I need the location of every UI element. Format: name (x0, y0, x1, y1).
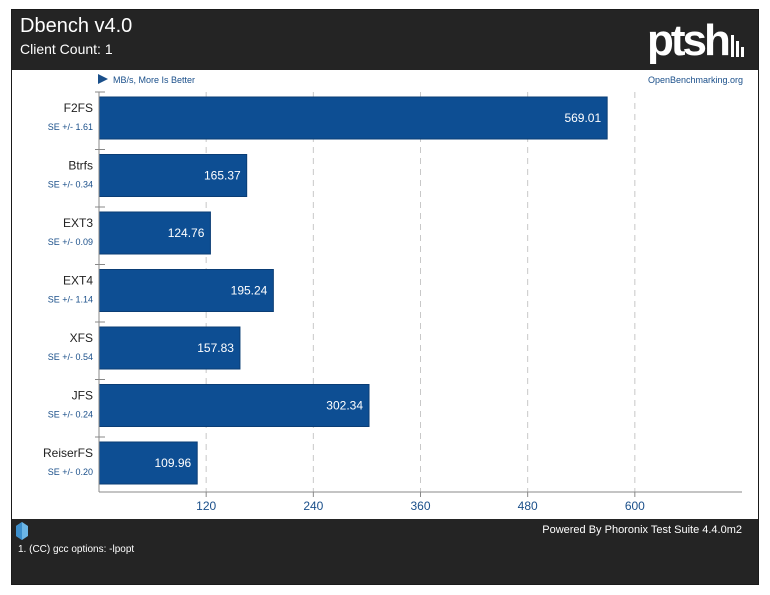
se-label: SE +/- 0.34 (48, 180, 93, 190)
se-label: SE +/- 1.61 (48, 122, 93, 132)
bar-f2fs (98, 96, 608, 140)
se-label: SE +/- 0.24 (48, 410, 93, 420)
x-tick-label: 240 (303, 499, 323, 513)
value-label: 195.24 (231, 284, 268, 298)
category-label: EXT4 (63, 274, 93, 288)
compiler-footnote: 1. (CC) gcc options: -lpopt (18, 544, 135, 555)
value-label: 569.01 (564, 111, 601, 125)
chart-footer: Powered By Phoronix Test Suite 4.4.0m2 1… (12, 519, 758, 584)
bar-chart: 569.01 165.37 124.76 195.24 157.83 302.34 109.… (43, 74, 743, 513)
bar-reiserfs (98, 441, 198, 485)
chart-subtitle: Client Count: 1 (20, 41, 113, 57)
chart-header: Dbench v4.0 Client Count: 1 ptsh (12, 10, 758, 70)
se-label: SE +/- 0.54 (48, 352, 93, 362)
bar-btrfs (98, 154, 248, 197)
value-label: 124.76 (168, 226, 205, 240)
category-label: Btrfs (68, 159, 93, 173)
bar-layer: 569.01 165.37 124.76 195.24 157.83 302.34 109.… (98, 96, 608, 485)
source-label: OpenBenchmarking.org (648, 75, 743, 85)
bar-xfs (98, 326, 241, 370)
value-label: 165.37 (204, 169, 241, 183)
se-label: SE +/- 0.20 (48, 467, 93, 477)
category-label: F2FS (64, 101, 93, 115)
x-tick-label: 360 (410, 499, 430, 513)
chart-frame: Dbench v4.0 Client Count: 1 ptsh 569.01 1… (11, 9, 759, 585)
category-label: EXT3 (63, 216, 93, 230)
bar-ext4 (98, 269, 274, 312)
value-label: 109.96 (154, 456, 191, 470)
axis-layer: 120 240 360 480 600 F2FS SE +/- 1.61 Btrfs SE +/… (43, 91, 742, 513)
value-label: 157.83 (197, 341, 234, 355)
category-label: JFS (72, 389, 93, 403)
category-label: ReiserFS (43, 446, 93, 460)
phoronix-gem-icon (16, 522, 28, 540)
x-tick-label: 600 (625, 499, 645, 513)
unit-note: MB/s, More Is Better (113, 75, 195, 85)
category-label: XFS (70, 331, 93, 345)
se-label: SE +/- 0.09 (48, 237, 93, 247)
chart-title: Dbench v4.0 (20, 15, 133, 37)
value-label: 302.34 (326, 399, 363, 413)
more-is-better-icon (98, 74, 108, 84)
x-tick-label: 480 (518, 499, 538, 513)
powered-by-label: Powered By Phoronix Test Suite 4.4.0m2 (542, 524, 742, 536)
bar-jfs (98, 384, 370, 427)
se-label: SE +/- 1.14 (48, 295, 93, 305)
x-tick-label: 120 (196, 499, 216, 513)
pts-logo-icon: ptsh (647, 16, 744, 65)
pts-logo-text: ptsh (647, 16, 729, 65)
